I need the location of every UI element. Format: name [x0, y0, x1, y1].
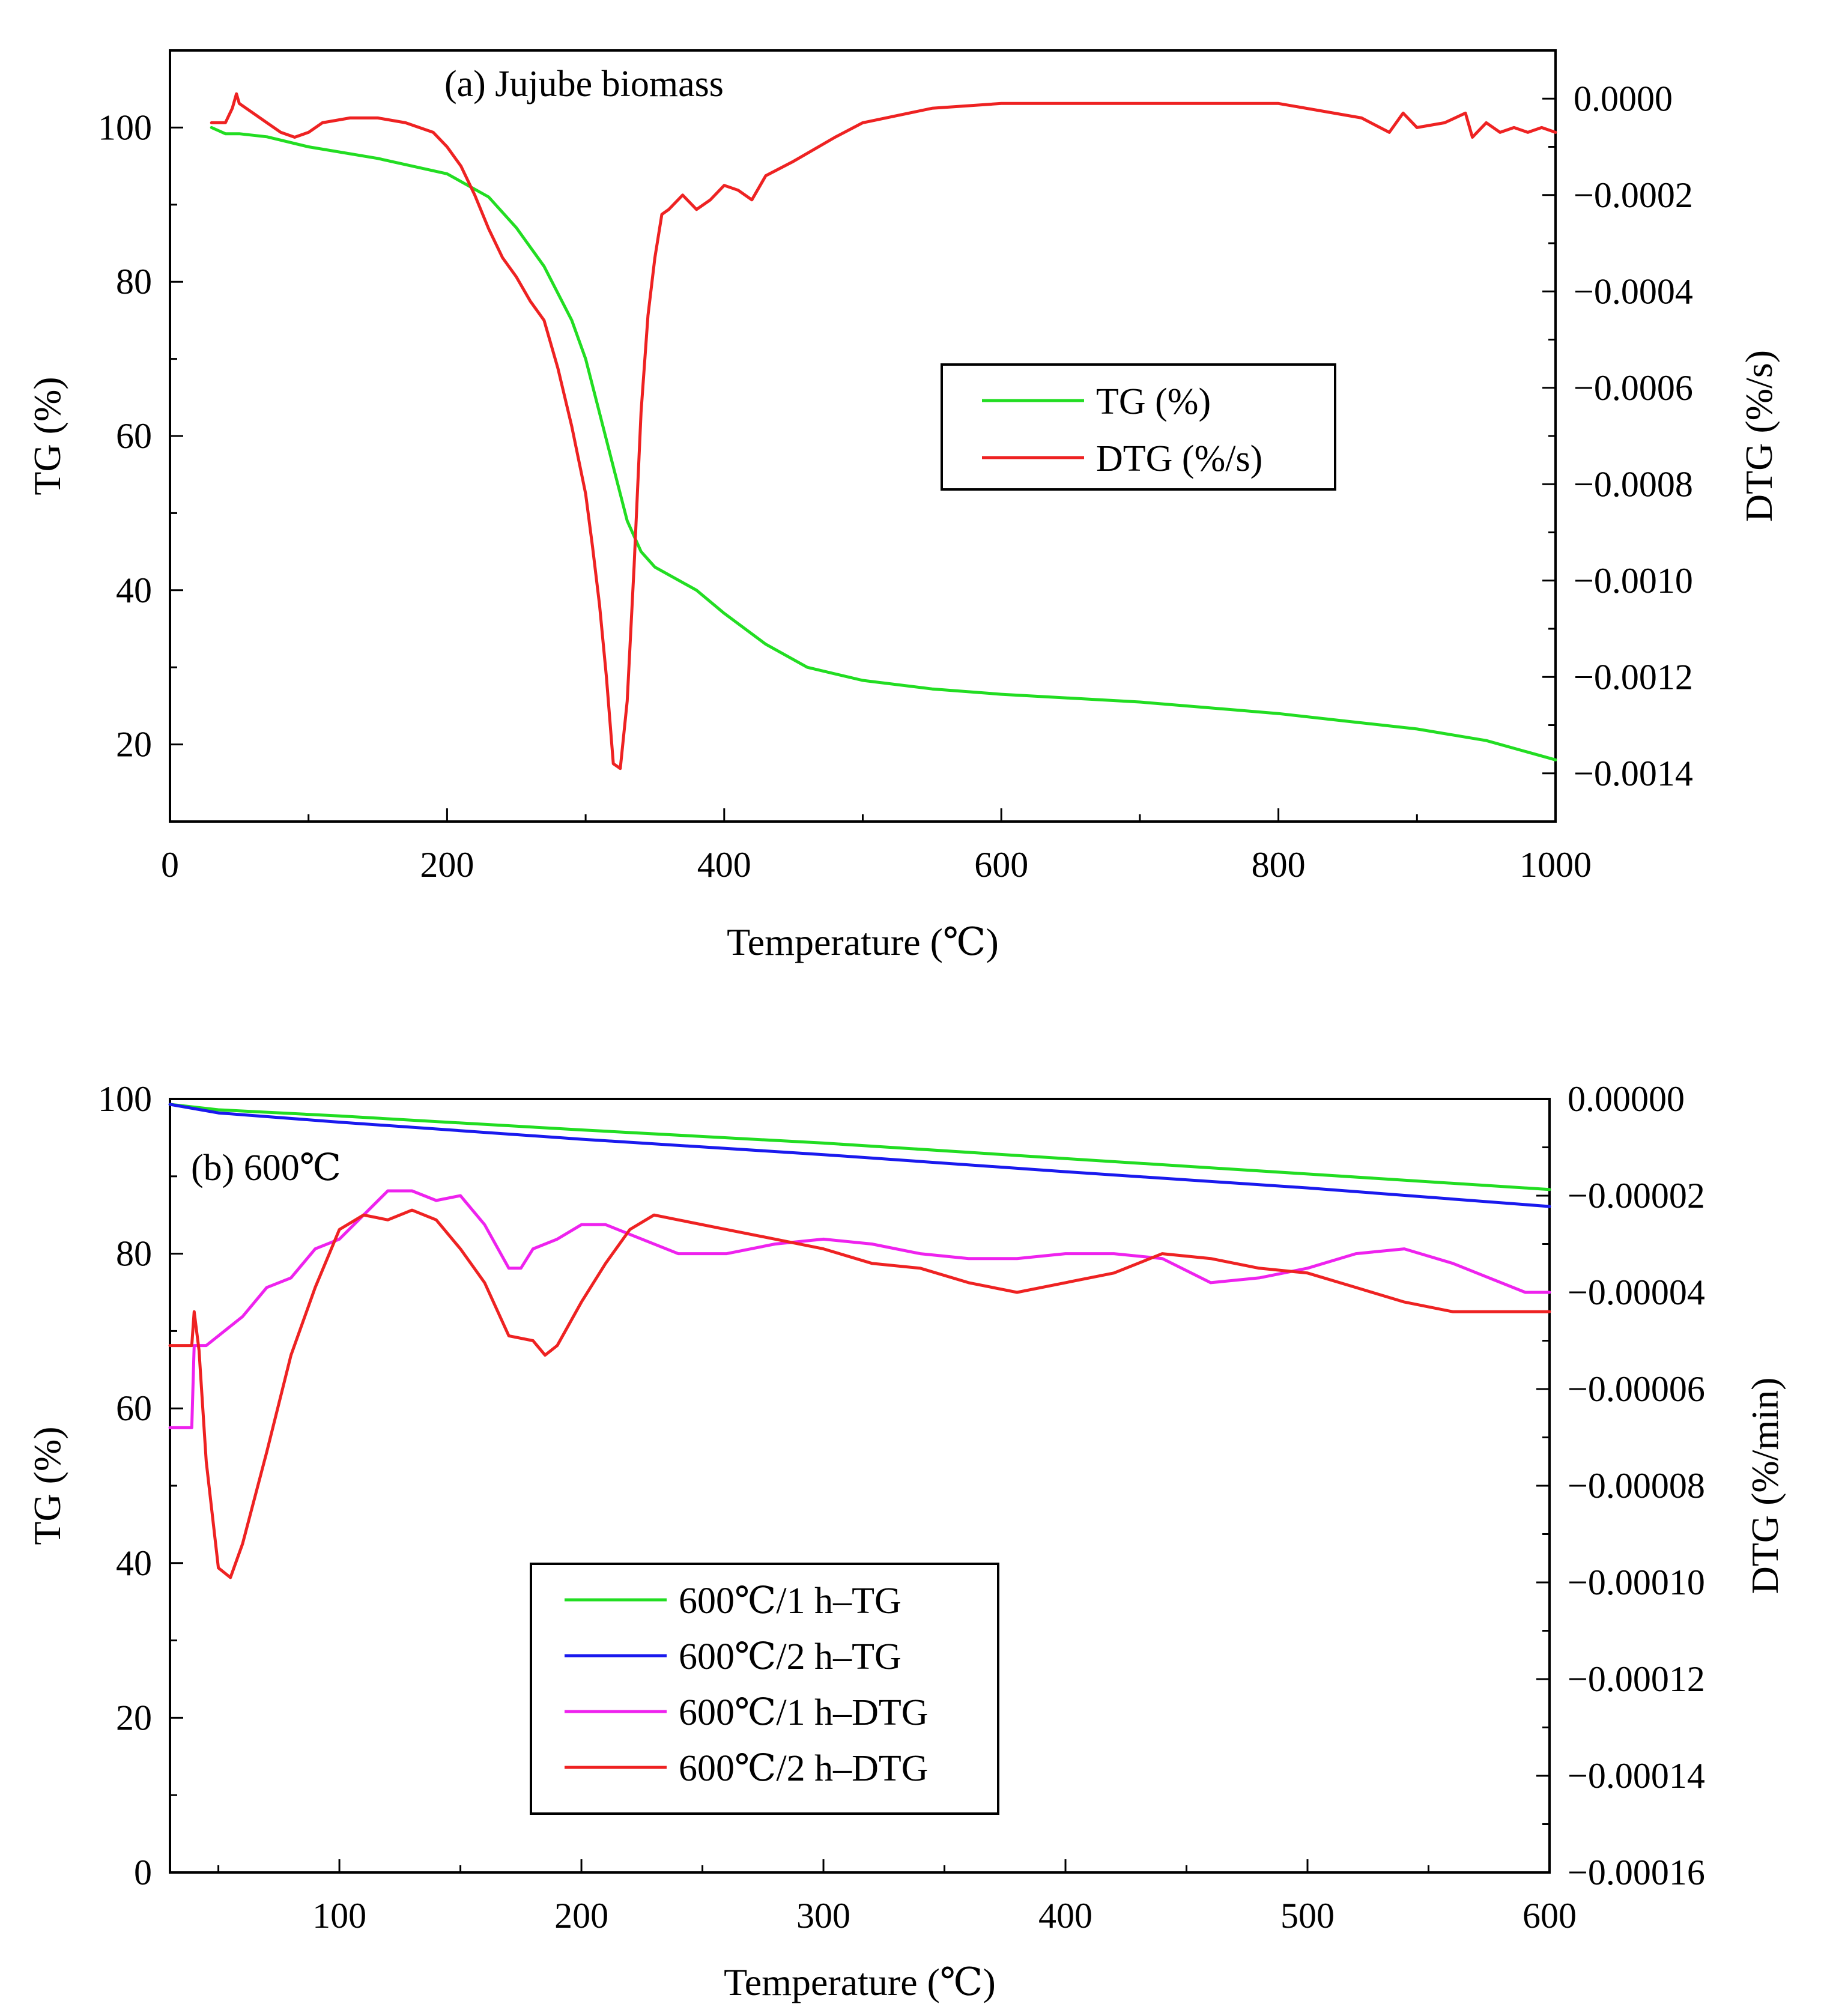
legend-box [941, 363, 1336, 491]
y-left-tick-label: 100 [98, 1079, 152, 1119]
legend-label: 600℃/1 h–DTG [679, 1692, 929, 1733]
series-line-tg- [210, 126, 1557, 761]
y-left-tick-label: 80 [116, 262, 152, 301]
y-left-tick-label: 20 [116, 1698, 152, 1737]
y-right-tick-label: −0.0014 [1574, 754, 1693, 793]
legend-label: 600℃/1 h–TG [679, 1581, 901, 1621]
x-tick-label: 200 [420, 845, 474, 885]
y-right-tick-label: 0.00000 [1568, 1079, 1685, 1119]
y-right-tick-label: −0.0002 [1574, 175, 1693, 215]
legend-label: 600℃/2 h–DTG [679, 1748, 929, 1789]
y-right-tick-label: −0.00010 [1568, 1563, 1705, 1602]
panel-annotation: (a) Jujube biomass [444, 64, 724, 104]
x-tick-label: 200 [554, 1896, 608, 1936]
legend-label: 600℃/2 h–TG [679, 1636, 901, 1677]
y-left-axis-label: TG (%) [26, 1426, 68, 1545]
legend-label: TG (%) [1096, 381, 1211, 422]
y-right-tick-label: −0.0012 [1574, 657, 1693, 697]
y-right-tick-label: −0.00006 [1568, 1369, 1705, 1409]
series-line-600-1-h-tg [168, 1103, 1551, 1191]
x-tick-label: 100 [312, 1896, 366, 1936]
x-tick-label: 600 [974, 845, 1028, 885]
y-right-tick-label: 0.0000 [1574, 79, 1673, 118]
y-right-tick-label: −0.00002 [1568, 1176, 1705, 1215]
y-right-tick-label: −0.00016 [1568, 1853, 1705, 1892]
x-tick-label: 600 [1522, 1896, 1577, 1936]
x-tick-label: 500 [1280, 1896, 1335, 1936]
y-left-tick-label: 20 [116, 725, 152, 764]
x-tick-label: 1000 [1519, 845, 1592, 885]
y-left-tick-label: 40 [116, 571, 152, 610]
y-right-axis-label: DTG (%/min) [1744, 1378, 1786, 1594]
y-right-tick-label: −0.00012 [1568, 1659, 1705, 1699]
x-axis-label: Temperature (℃) [724, 1961, 996, 2003]
y-right-tick-label: −0.0008 [1574, 464, 1693, 504]
y-left-tick-label: 100 [98, 107, 152, 147]
series-line-600-1-h-dtg [168, 1189, 1551, 1429]
y-right-axis-label: DTG (%/s) [1738, 350, 1780, 522]
x-tick-label: 0 [161, 845, 179, 885]
x-tick-label: 300 [796, 1896, 850, 1936]
x-axis-label: Temperature (℃) [727, 921, 999, 963]
chart-panel-b: 100 200 300 400 500 600 0 20 40 60 80 100 0.00000 −0.… [26, 1079, 1786, 2003]
y-left-axis-label: TG (%) [26, 377, 68, 495]
series-line-600-2-h-dtg [168, 1208, 1551, 1579]
series-line-dtg-s- [210, 92, 1557, 770]
legend-label: DTG (%/s) [1096, 438, 1262, 479]
y-left-tick-label: 0 [134, 1853, 152, 1892]
y-right-tick-label: −0.0006 [1574, 368, 1693, 408]
y-right-tick-label: −0.00008 [1568, 1466, 1705, 1506]
y-left-tick-label: 40 [116, 1543, 152, 1583]
x-tick-label: 400 [697, 845, 751, 885]
panel-annotation: (b) 600℃ [191, 1148, 341, 1188]
y-left-tick-label: 60 [116, 416, 152, 456]
y-right-tick-label: −0.0004 [1574, 271, 1693, 311]
y-right-tick-label: −0.00014 [1568, 1756, 1705, 1796]
y-left-tick-label: 80 [116, 1234, 152, 1274]
y-right-tick-label: −0.00004 [1568, 1273, 1705, 1312]
y-left-tick-label: 60 [116, 1388, 152, 1428]
chart-panel-a: 0 200 400 600 800 1000 20 40 60 80 100 0.0000 −0.000… [26, 49, 1780, 963]
x-tick-label: 400 [1038, 1896, 1092, 1936]
y-right-tick-label: −0.0010 [1574, 561, 1693, 601]
series-line-600-2-h-tg [168, 1103, 1551, 1208]
legend-box [530, 1563, 999, 1815]
x-tick-label: 800 [1252, 845, 1306, 885]
